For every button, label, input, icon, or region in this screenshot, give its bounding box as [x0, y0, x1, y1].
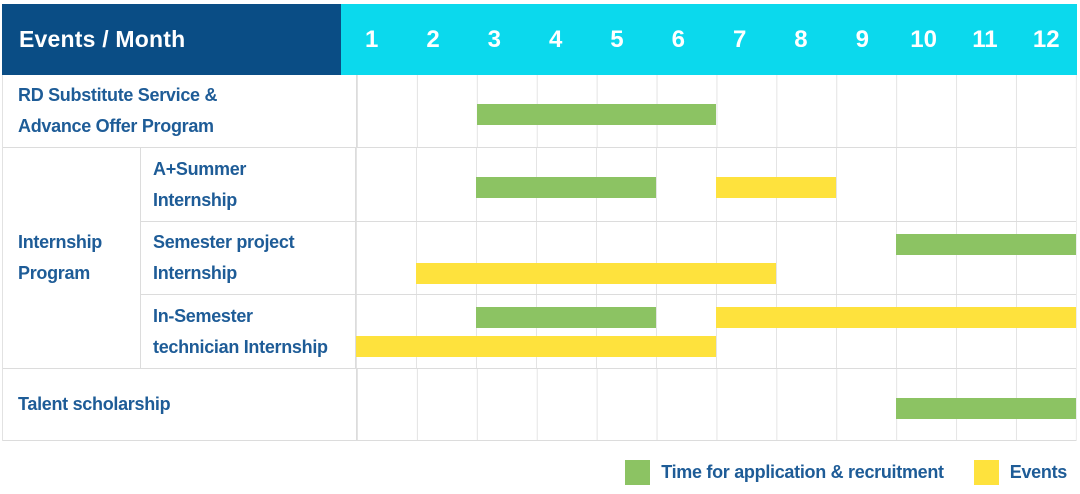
- table-row: Semester project Internship: [141, 222, 1076, 295]
- chart-cell-talent-scholarship: [357, 369, 1076, 440]
- row-label-line: Semester project: [153, 232, 295, 252]
- legend-item: Time for application & recruitment: [625, 459, 944, 485]
- bar-application: [476, 307, 656, 328]
- internship-program-group: Internship Program A+Summer Internship: [3, 148, 1076, 369]
- month-header: 1 2 3 4 5 6 7 8 9 10 11 12: [341, 4, 1077, 75]
- events-month-header-cell: Events / Month: [2, 4, 341, 75]
- group-label-line: Internship: [18, 232, 103, 252]
- legend-label: Time for application & recruitment: [661, 461, 944, 482]
- group-label-line: Program: [18, 263, 90, 283]
- bar-event: [716, 177, 836, 198]
- row-label-line: Internship: [153, 189, 238, 210]
- page-title: Events / Month: [19, 26, 186, 52]
- month-label: 9: [855, 25, 869, 53]
- legend-item: Events: [973, 459, 1068, 485]
- month-label: 11: [972, 25, 998, 53]
- bar-application: [896, 398, 1076, 419]
- month-label: 1: [364, 25, 379, 53]
- legend-label: Events: [1009, 461, 1068, 482]
- chart-cell-in-semester-technician-internship: [356, 295, 1076, 368]
- month-label: 5: [610, 25, 624, 53]
- legend: Time for application & recruitment Events: [625, 452, 1067, 492]
- row-label-line: In-Semester: [153, 305, 253, 326]
- event-swatch-icon: [973, 459, 999, 485]
- table-row: In-Semester technician Internship: [141, 295, 1076, 368]
- table-row: A+Summer Internship: [141, 148, 1076, 222]
- month-label: 4: [548, 25, 563, 53]
- row-label-line: RD Substitute Service &: [18, 85, 218, 105]
- month-label: 7: [732, 25, 747, 53]
- bar-application: [476, 104, 717, 125]
- row-label-line: A+Summer: [153, 158, 247, 179]
- bar-application: [896, 234, 1076, 255]
- row-label-a-summer-internship: A+Summer Internship: [141, 148, 356, 221]
- gantt-table: Events / Month 1 2 3 4 5 6 7 8 9 10 11 12 RD Substi…: [2, 4, 1077, 441]
- row-label-line: technician Internship: [153, 336, 328, 357]
- month-label: 12: [1032, 25, 1060, 53]
- row-label-line: Internship: [153, 263, 238, 283]
- chart-cell-semester-project-internship: [356, 222, 1076, 294]
- row-label-semester-project-internship: Semester project Internship: [141, 222, 356, 294]
- table-row: RD Substitute Service & Advance Offer Pr…: [3, 75, 1076, 148]
- chart-cell-rd-substitute: [357, 75, 1076, 147]
- bar-event: [716, 307, 1076, 328]
- month-label: 6: [671, 25, 685, 53]
- table-row: Talent scholarship: [3, 369, 1076, 441]
- group-label-internship-program: Internship Program: [3, 148, 141, 368]
- application-swatch-icon: [625, 459, 651, 485]
- row-label-line: Advance Offer Program: [18, 116, 214, 136]
- month-label: 3: [487, 25, 501, 53]
- month-label: 8: [794, 25, 808, 53]
- month-label: 10: [910, 25, 937, 53]
- bar-event: [416, 263, 776, 284]
- chart-cell-a-summer-internship: [356, 148, 1076, 221]
- table-body: RD Substitute Service & Advance Offer Pr…: [2, 75, 1077, 441]
- row-label-line: Talent scholarship: [18, 394, 171, 414]
- bar-event: [356, 336, 716, 357]
- bar-application: [476, 177, 656, 198]
- month-label: 2: [426, 25, 440, 53]
- row-label-rd-substitute: RD Substitute Service & Advance Offer Pr…: [3, 75, 357, 147]
- row-label-in-semester-technician-internship: In-Semester technician Internship: [141, 295, 356, 368]
- table-header: Events / Month 1 2 3 4 5 6 7 8 9 10 11 12: [2, 4, 1077, 75]
- row-label-talent-scholarship: Talent scholarship: [3, 369, 357, 440]
